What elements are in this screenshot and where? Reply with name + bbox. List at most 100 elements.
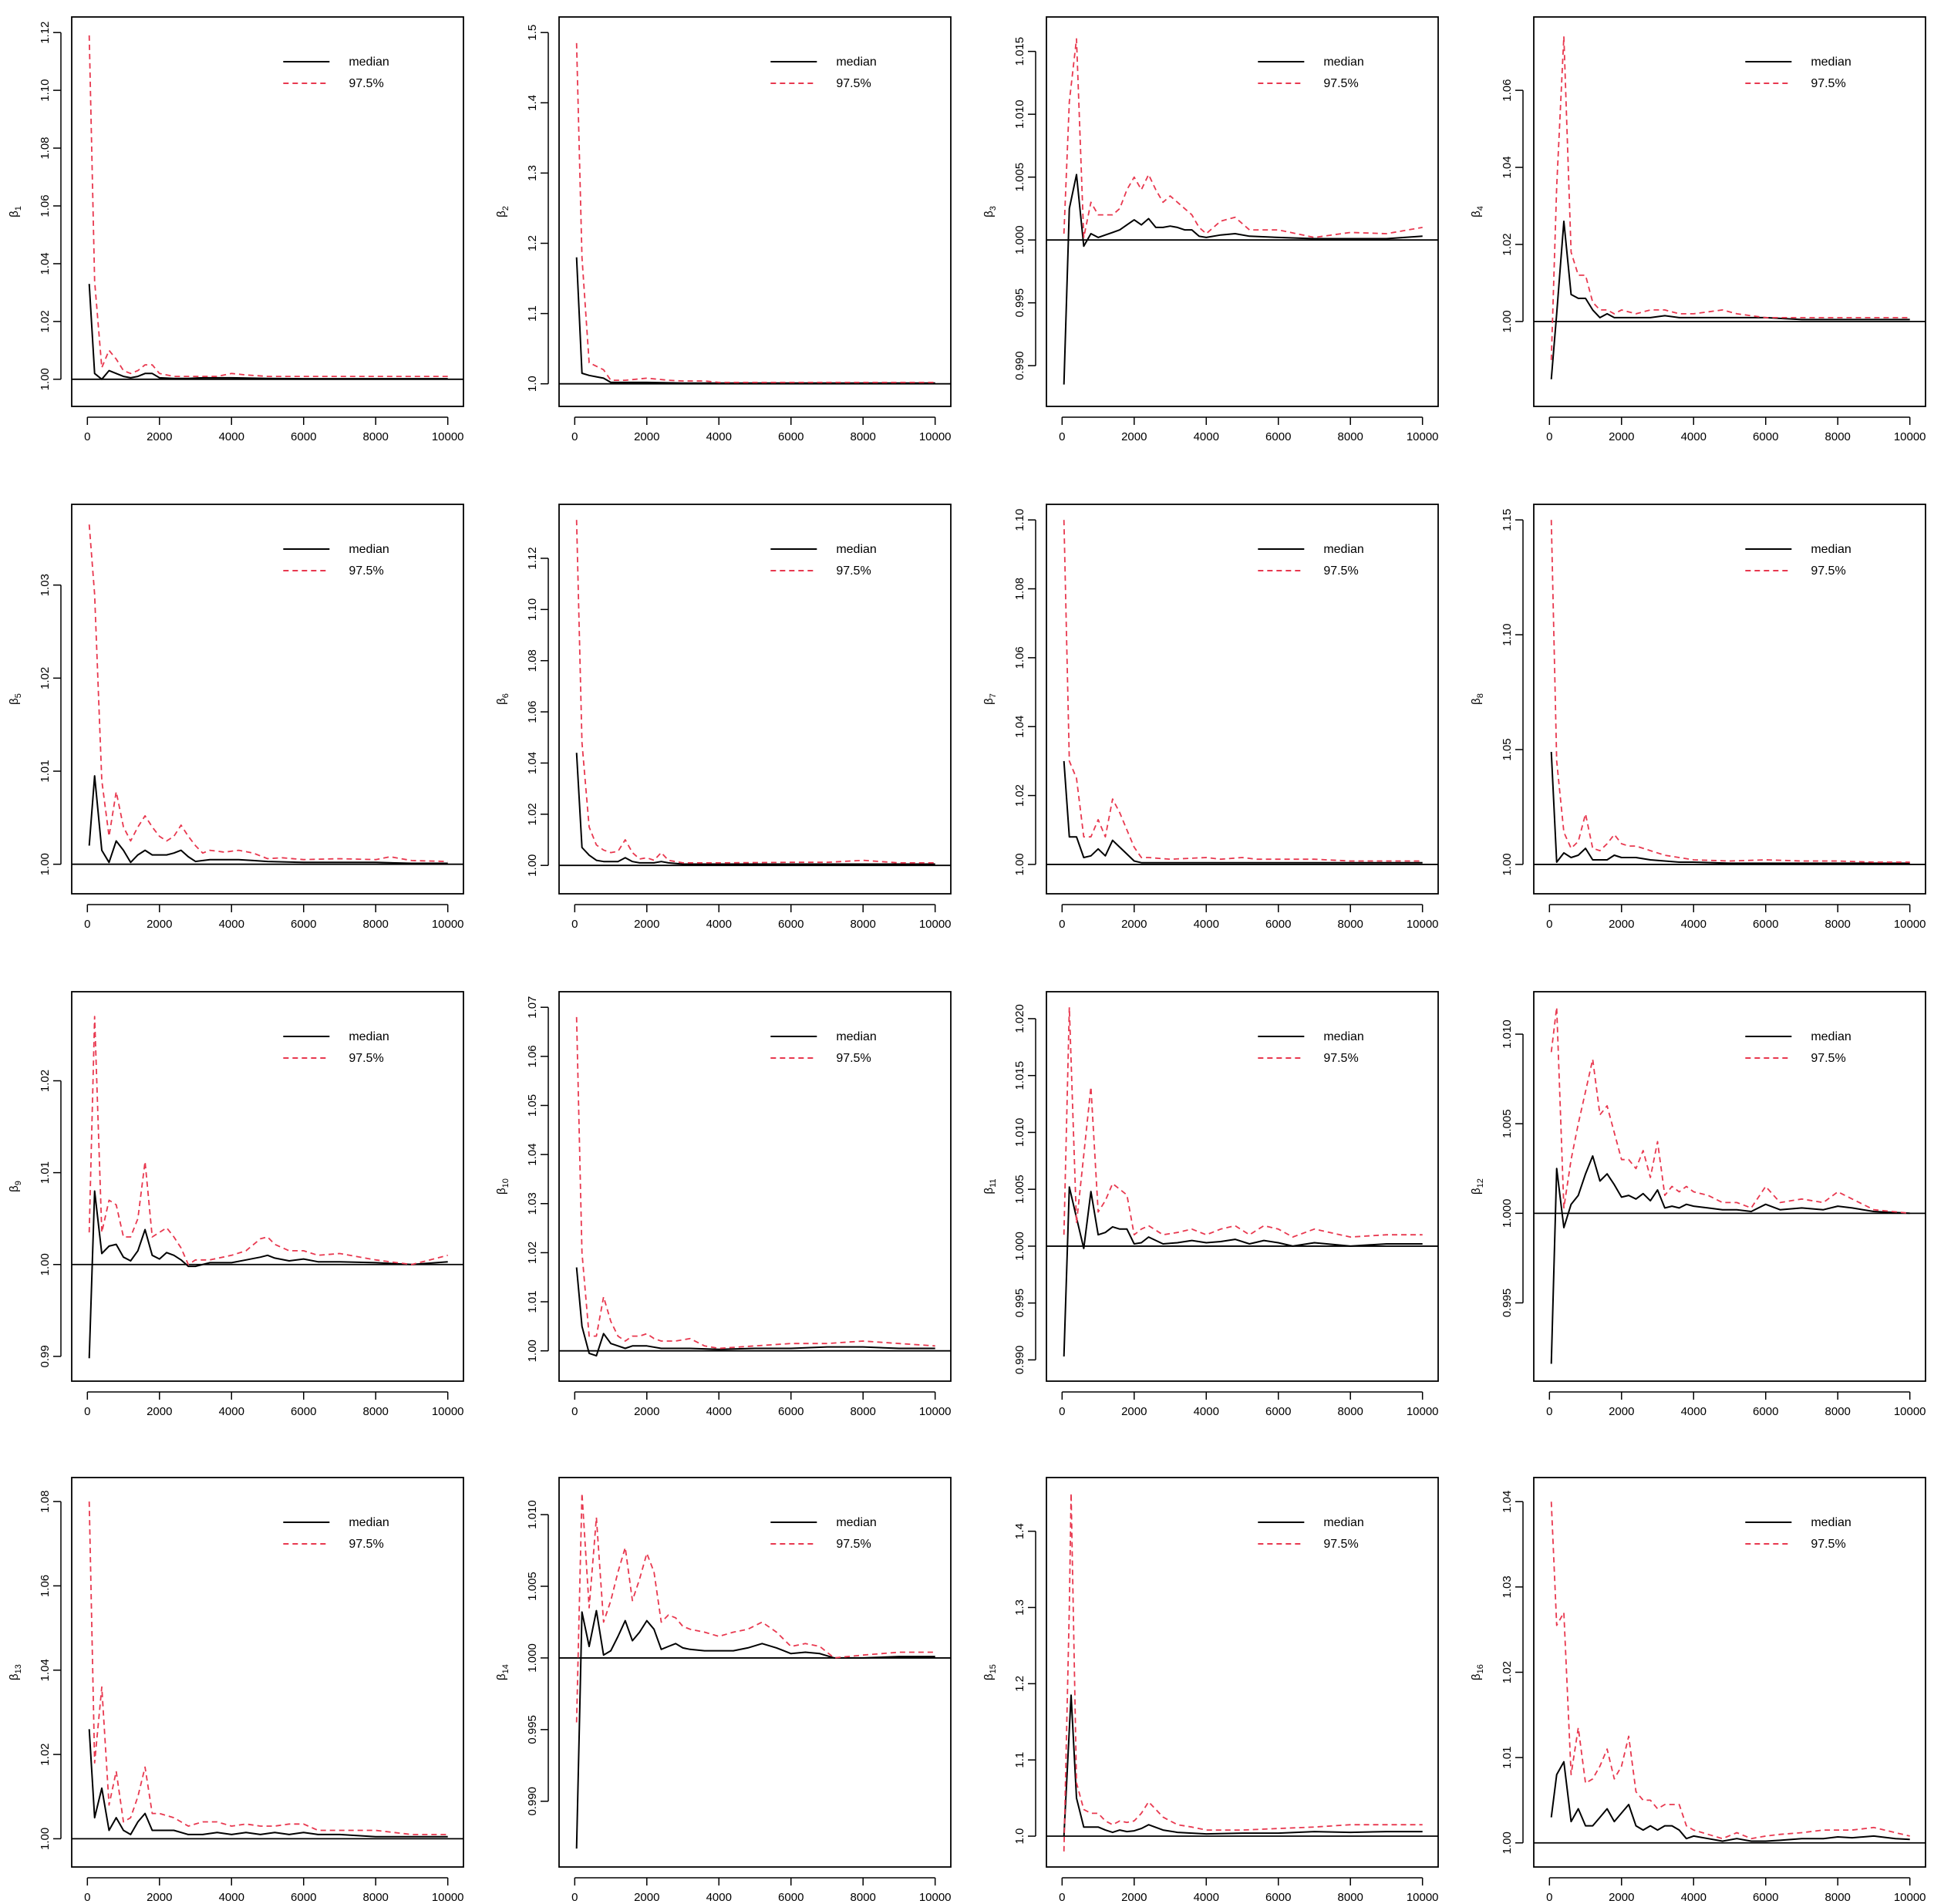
series-median-line <box>1550 1155 1910 1364</box>
y-tick-label: 1.02 <box>1501 1661 1514 1683</box>
legend: median 97.5% <box>283 1516 389 1551</box>
x-tick-label: 2000 <box>1121 430 1147 443</box>
x-tick-label: 2000 <box>634 1405 659 1418</box>
y-axis: 0.990 0.995 1.000 1.005 1.010 1.015 1.020 <box>1013 1004 1036 1374</box>
y-tick-label: 1.010 <box>1501 1019 1514 1049</box>
series-97-5-line <box>1063 1006 1423 1238</box>
y-axis-label-subscript: 1 <box>14 206 23 211</box>
legend-median-label: median <box>1323 543 1363 556</box>
y-tick-label: 1.06 <box>526 1045 539 1067</box>
y-axis-label-subscript: 7 <box>989 693 998 698</box>
legend: median 97.5% <box>283 1030 389 1065</box>
x-tick-label: 10000 <box>1894 918 1926 931</box>
y-axis-label-symbol: β <box>495 1188 508 1195</box>
x-tick-label: 10000 <box>432 918 464 931</box>
x-axis: 0 2000 4000 6000 8000 10000 <box>1059 904 1439 931</box>
y-axis-label-subscript: 15 <box>989 1664 998 1673</box>
x-tick-label: 4000 <box>1194 1405 1219 1418</box>
y-tick-label: 1.10 <box>1013 509 1026 531</box>
plot-frame <box>1533 991 1926 1382</box>
x-tick-label: 0 <box>84 430 90 443</box>
y-tick-label: 1.08 <box>39 136 52 159</box>
y-axis-label: β4 <box>1470 206 1485 217</box>
y-axis-label-symbol: β <box>8 698 21 705</box>
y-tick-label: 1.01 <box>1501 1747 1514 1769</box>
y-tick-label: 1.5 <box>526 25 539 41</box>
series-97-5-line <box>88 35 448 378</box>
x-axis: 0 2000 4000 6000 8000 10000 <box>1059 1391 1439 1418</box>
x-axis: 0 2000 4000 6000 8000 10000 <box>571 416 952 443</box>
y-axis-label: β7 <box>982 693 998 705</box>
chart-panel-2: 0 2000 4000 6000 8000 10000 1.0 1.1 1.2 1.3 1.4 1.5… <box>495 16 952 443</box>
x-tick-label: 4000 <box>1194 1891 1219 1904</box>
x-tick-label: 2000 <box>634 1891 659 1904</box>
x-tick-label: 4000 <box>1681 1405 1707 1418</box>
x-tick-label: 6000 <box>291 1405 316 1418</box>
legend: median 97.5% <box>1258 1516 1364 1551</box>
legend: median 97.5% <box>283 56 389 90</box>
y-tick-label: 1.020 <box>1013 1004 1026 1033</box>
plot-frame <box>1046 1477 1439 1868</box>
y-tick-label: 1.005 <box>1013 1174 1026 1204</box>
y-tick-label: 1.06 <box>526 700 539 723</box>
y-tick-label: 1.10 <box>1501 624 1514 646</box>
y-tick-label: 1.04 <box>526 1144 539 1166</box>
y-tick-label: 0.990 <box>526 1787 539 1816</box>
y-axis-label-subscript: 9 <box>14 1181 23 1185</box>
y-axis-label: β14 <box>495 1664 510 1680</box>
y-tick-label: 1.08 <box>39 1491 52 1513</box>
x-tick-label: 2000 <box>1121 918 1147 931</box>
y-tick-label: 1.00 <box>39 853 52 875</box>
x-tick-label: 0 <box>571 918 578 931</box>
series-97-5-line <box>575 42 935 383</box>
y-axis: 0.99 1.00 1.01 1.02 <box>39 1070 62 1367</box>
x-tick-label: 4000 <box>219 918 244 931</box>
y-axis-label-symbol: β <box>1470 698 1483 705</box>
y-tick-label: 1.015 <box>1013 37 1026 66</box>
y-tick-label: 1.000 <box>526 1643 539 1673</box>
legend: median 97.5% <box>1258 56 1364 90</box>
x-tick-label: 6000 <box>778 1891 804 1904</box>
y-tick-label: 1.01 <box>39 760 52 782</box>
y-axis-label-subscript: 5 <box>14 693 23 698</box>
legend: median 97.5% <box>1258 543 1364 578</box>
x-tick-label: 0 <box>1059 1891 1065 1904</box>
x-tick-label: 10000 <box>1407 1891 1439 1904</box>
series-median-line <box>88 1190 448 1359</box>
plot-frame <box>1533 1477 1926 1868</box>
y-axis: 1.00 1.02 1.04 1.06 1.08 1.10 <box>1013 509 1036 876</box>
x-tick-label: 10000 <box>1894 1891 1926 1904</box>
series-median-line <box>575 753 935 865</box>
y-axis: 1.0 1.1 1.2 1.3 1.4 1.5 <box>526 25 549 392</box>
x-axis: 0 2000 4000 6000 8000 10000 <box>571 1391 952 1418</box>
y-axis-label: β2 <box>495 206 510 217</box>
y-axis-label: β10 <box>495 1178 510 1195</box>
series-median-line <box>575 1267 935 1357</box>
plot-frame <box>558 991 952 1382</box>
y-axis-label-subscript: 6 <box>501 693 510 698</box>
x-tick-label: 8000 <box>1338 1405 1363 1418</box>
y-tick-label: 0.995 <box>526 1715 539 1744</box>
y-axis-label-symbol: β <box>1470 211 1483 217</box>
x-tick-label: 0 <box>1546 1891 1552 1904</box>
x-tick-label: 8000 <box>851 1405 876 1418</box>
legend-97-5-label: 97.5% <box>349 564 383 578</box>
x-tick-label: 0 <box>1546 918 1552 931</box>
x-tick-label: 10000 <box>919 430 952 443</box>
series-median-line <box>575 1609 935 1849</box>
x-axis: 0 2000 4000 6000 8000 10000 <box>84 1877 464 1904</box>
legend-97-5-label: 97.5% <box>349 1538 383 1551</box>
legend-median-label: median <box>1323 1516 1363 1529</box>
x-tick-label: 6000 <box>1753 430 1778 443</box>
series-97-5-line <box>575 1016 935 1350</box>
x-tick-label: 10000 <box>432 430 464 443</box>
y-axis-label-subscript: 3 <box>989 206 998 211</box>
legend-97-5-label: 97.5% <box>1323 1538 1358 1551</box>
y-tick-label: 1.010 <box>526 1500 539 1529</box>
series-median-line <box>1063 1186 1423 1357</box>
x-tick-label: 8000 <box>363 918 389 931</box>
y-tick-label: 1.010 <box>1013 1118 1026 1147</box>
series-97-5-line <box>575 1492 935 1723</box>
y-tick-label: 1.06 <box>39 194 52 217</box>
y-tick-label: 1.00 <box>526 854 539 877</box>
